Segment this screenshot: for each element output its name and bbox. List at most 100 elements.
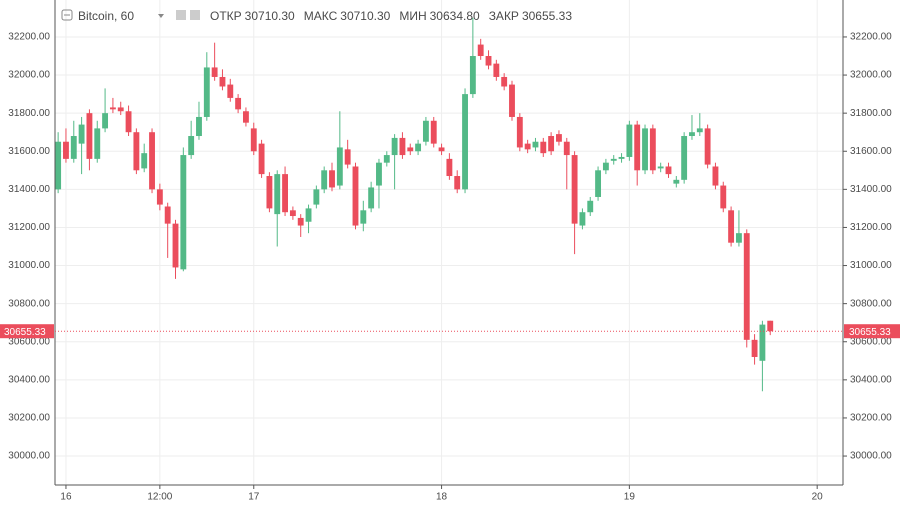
candle-body	[595, 170, 602, 197]
candle-body	[735, 233, 742, 243]
y-tick-label: 30600.00	[850, 336, 892, 347]
candle-body	[657, 166, 664, 169]
candle-body	[164, 206, 171, 224]
candle-body	[446, 158, 453, 177]
candle-body	[469, 56, 476, 95]
candle-body	[94, 128, 101, 159]
candle-body	[743, 233, 750, 340]
candle-body	[610, 158, 617, 161]
candle-body	[352, 166, 359, 226]
y-tick-label: 30200.00	[850, 413, 892, 424]
candle-body	[78, 124, 85, 144]
last-price-label: 30655.33	[4, 327, 46, 338]
candle-body	[102, 113, 109, 129]
y-tick-label: 30000.00	[850, 451, 892, 462]
candle-body	[274, 174, 281, 215]
field-label: МАКС	[304, 9, 338, 23]
candle-body	[548, 136, 555, 152]
candle-body	[422, 120, 429, 142]
candle-body	[665, 166, 672, 175]
last-price-label: 30655.33	[849, 327, 891, 338]
candle-body	[728, 210, 735, 243]
y-tick-label: 31400.00	[850, 184, 892, 195]
y-tick-label: 30800.00	[8, 298, 50, 309]
y-tick-label: 31000.00	[8, 260, 50, 271]
candle-body	[250, 128, 257, 152]
candle-body	[297, 217, 304, 226]
y-tick-label: 31600.00	[850, 146, 892, 157]
candle-body	[360, 210, 367, 224]
candle-body	[673, 179, 680, 184]
candle-body	[109, 107, 116, 110]
candle-body	[618, 156, 625, 159]
field-value: 30655.33	[522, 9, 572, 23]
candle-body	[602, 162, 609, 171]
candle-body	[454, 176, 461, 190]
candle-body	[188, 136, 195, 156]
y-tick-label: 30200.00	[8, 413, 50, 424]
collapse-icon[interactable]	[61, 9, 73, 21]
candle-body	[133, 132, 140, 171]
candle-body	[70, 136, 77, 159]
candle-body	[243, 111, 249, 123]
candle-body	[391, 137, 398, 156]
y-tick-label: 30400.00	[8, 374, 50, 385]
candle-body	[430, 120, 437, 144]
candle-body	[376, 162, 382, 186]
symbol: Bitcoin, 60	[78, 9, 134, 23]
candle-body	[540, 141, 547, 154]
candle-body	[712, 166, 719, 186]
candle-body	[305, 208, 312, 222]
candle-body	[336, 147, 343, 186]
candle-body	[689, 132, 695, 137]
field-value: 30710.30	[340, 9, 390, 23]
y-tick-label: 31000.00	[850, 260, 892, 271]
candle-body	[172, 223, 179, 268]
field-label: МИН	[399, 9, 426, 23]
candle-body	[407, 147, 414, 152]
y-tick-label: 30000.00	[8, 451, 50, 462]
candle-body	[524, 143, 531, 150]
candle-body	[368, 187, 375, 209]
candle-body	[219, 76, 226, 87]
candle-body	[383, 155, 390, 163]
dropdown-icon[interactable]	[158, 14, 164, 18]
last-price-box	[0, 324, 54, 339]
candle-body	[282, 174, 288, 213]
y-tick-label: 32200.00	[850, 32, 892, 43]
candle-body	[399, 137, 406, 156]
y-tick-label: 31800.00	[850, 108, 892, 119]
candle-body	[329, 170, 335, 188]
candle-body	[156, 189, 163, 205]
candle-body	[125, 111, 132, 133]
candle-body	[258, 143, 265, 175]
header: Bitcoin, 60	[61, 9, 200, 23]
candle-body	[720, 185, 727, 209]
y-tick-label: 30600.00	[8, 336, 50, 347]
candle-body	[266, 176, 273, 209]
candle-body	[321, 170, 328, 190]
field-label: ЗАКР	[489, 9, 519, 23]
candle-body	[751, 339, 758, 357]
candle-body	[117, 107, 124, 112]
x-tick-label: 17	[248, 492, 260, 503]
y-tick-label: 31200.00	[8, 222, 50, 233]
candle-body	[227, 84, 234, 98]
x-tick-label: 18	[436, 492, 448, 503]
last-price-box	[844, 324, 900, 339]
y-tick-label: 30400.00	[850, 374, 892, 385]
field-value: 30634.80	[430, 9, 480, 23]
field-value: 30710.30	[245, 9, 295, 23]
candle-body	[477, 44, 484, 57]
candle-body	[642, 128, 648, 171]
x-tick-label: 19	[624, 492, 636, 503]
candle-body	[289, 210, 296, 217]
candle-body	[462, 94, 468, 190]
candle-body	[485, 56, 492, 66]
candle-body	[696, 128, 703, 133]
hide-icon[interactable]	[190, 10, 200, 20]
candle-body	[211, 67, 218, 77]
settings-icon[interactable]	[176, 10, 186, 20]
candle-body	[344, 149, 351, 165]
